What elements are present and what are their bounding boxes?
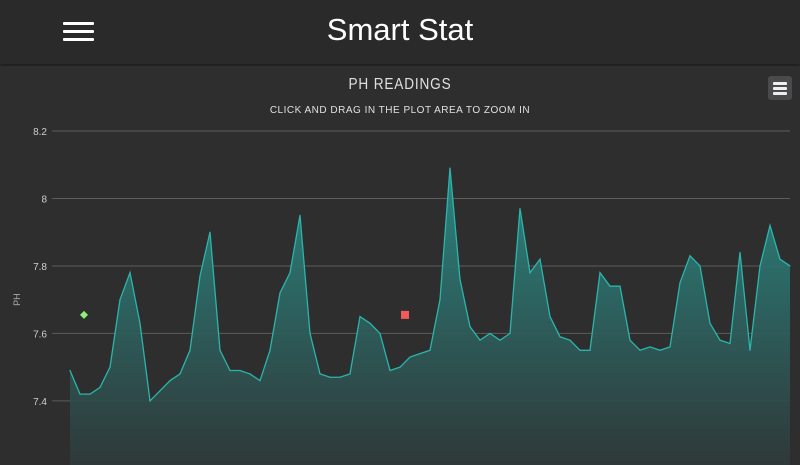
data-point [779,258,781,260]
data-point [189,349,191,351]
data-point [679,282,681,284]
data-point [589,349,591,351]
chart-menu-icon[interactable] [768,76,792,100]
data-point [309,332,311,335]
data-point [639,349,641,351]
data-point [359,315,361,318]
data-point [339,376,341,378]
data-point [209,231,211,233]
data-point [239,369,241,372]
legend-marker-diamond [80,310,88,319]
data-point [469,326,471,328]
data-point [579,349,581,351]
y-tick-label: 7.6 [33,329,47,340]
data-point [399,366,401,368]
y-axis-label: PH [12,293,22,306]
data-point [119,299,121,301]
series-area [70,168,790,465]
data-point [69,369,71,372]
data-point [379,332,381,335]
y-tick-label: 8.2 [33,127,47,138]
data-point [319,373,321,375]
data-point [609,285,611,287]
data-point [649,346,651,348]
data-point [299,214,301,216]
app-header: Smart Stat [0,0,800,64]
chart-title: PH READINGS [348,76,452,93]
data-point [769,224,771,227]
data-point [389,369,391,372]
data-point [449,167,451,169]
data-point [369,322,371,324]
data-point [139,322,141,324]
data-point [549,315,551,318]
data-point [149,400,151,402]
data-point [459,278,461,281]
data-point [689,255,691,257]
data-point [349,373,351,375]
data-point [419,353,421,355]
chart-subtitle: CLICK AND DRAG IN THE PLOT AREA TO ZOOM … [269,105,531,116]
data-point [229,369,231,372]
data-point [559,336,561,338]
data-point [749,349,751,351]
data-point [569,339,571,341]
data-point [759,265,761,267]
data-point [279,292,281,294]
data-point [529,272,531,274]
data-point [129,272,131,274]
data-point [739,251,741,254]
data-point [519,207,521,210]
data-point [699,265,701,267]
data-point [669,346,671,348]
data-point [539,258,541,260]
data-point [659,349,661,351]
data-point [439,299,441,301]
ph-chart[interactable]: 7.4 7.6 7.8 8 8.2 PH PH READINGS CLICK AND DR… [0,66,800,465]
legend-marker-square [401,310,409,319]
data-point [169,380,171,382]
data-point [489,332,491,335]
data-point [479,339,481,341]
data-point [259,380,261,382]
data-point [219,349,221,351]
data-point [429,349,431,351]
data-point [509,332,511,335]
data-point [269,349,271,351]
data-point [719,339,721,341]
data-point [729,342,731,345]
app-title: Smart Stat [326,12,474,47]
data-point [99,386,101,389]
data-point [629,339,631,341]
y-tick-label: 7.4 [33,397,47,408]
plot-area[interactable]: 7.4 7.6 7.8 8 8.2 PH [0,66,800,465]
data-point [599,272,601,274]
data-point [499,339,501,341]
data-point [619,285,621,287]
hamburger-icon[interactable] [63,22,94,42]
data-point [89,393,91,395]
data-point [79,393,81,395]
data-point [249,373,251,375]
data-point [159,390,161,392]
data-point [409,356,411,358]
data-point [199,275,201,277]
data-point [789,265,791,267]
data-point [709,322,711,324]
data-point [329,376,331,378]
data-point [289,272,291,274]
y-tick-label: 7.8 [33,262,47,273]
y-tick-label: 8 [41,194,47,205]
data-point [109,366,111,368]
data-point [179,373,181,375]
